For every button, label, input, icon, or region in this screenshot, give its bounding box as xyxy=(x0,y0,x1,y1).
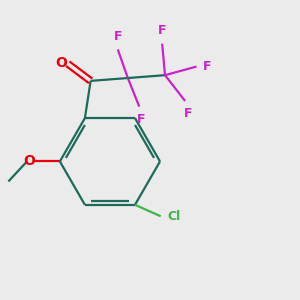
Text: O: O xyxy=(56,56,68,70)
Text: Cl: Cl xyxy=(167,210,180,223)
Text: F: F xyxy=(158,24,167,38)
Text: F: F xyxy=(114,30,122,43)
Text: F: F xyxy=(136,113,145,126)
Text: F: F xyxy=(203,60,211,73)
Text: O: O xyxy=(23,154,35,168)
Text: F: F xyxy=(184,107,192,120)
